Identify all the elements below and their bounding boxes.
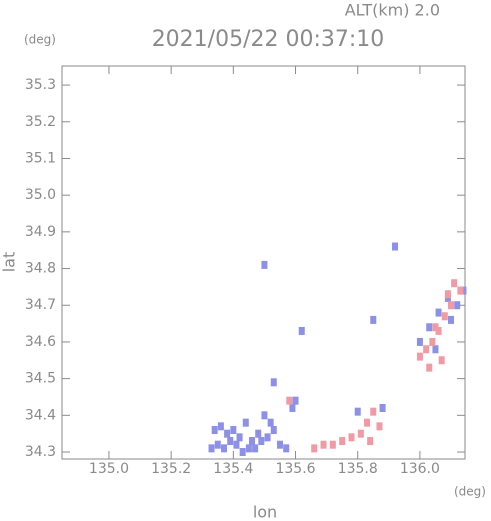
x-tick-label: 135.2 — [151, 461, 191, 477]
y-tick-label: 35.0 — [25, 187, 56, 203]
echo-point — [416, 337, 423, 346]
y-tick-label: 34.9 — [25, 224, 56, 240]
echo-point — [329, 440, 336, 449]
echo-point — [227, 437, 234, 446]
echo-point — [423, 345, 430, 354]
echo-point — [376, 422, 383, 431]
x-unit: (deg) — [454, 485, 486, 499]
echo-point — [364, 418, 371, 427]
echo-point — [451, 279, 458, 288]
echo-point — [261, 411, 268, 420]
x-tick-label: 135.4 — [213, 461, 253, 477]
echo-point — [429, 337, 436, 346]
chart-title: 2021/05/22 00:37:10 — [152, 27, 385, 52]
echo-point — [276, 440, 283, 449]
echo-point — [448, 301, 455, 310]
echo-point — [217, 422, 224, 431]
echo-point — [264, 433, 271, 442]
echo-point — [379, 403, 386, 412]
altitude-label: ALT(km) 2.0 — [345, 1, 440, 20]
echo-point — [392, 242, 399, 251]
echo-point — [221, 444, 228, 453]
y-tick-label: 34.4 — [25, 407, 56, 423]
y-tick-label: 34.8 — [25, 261, 56, 277]
echo-point — [354, 407, 361, 416]
echo-point — [233, 440, 240, 449]
echo-point — [289, 403, 296, 412]
echo-point — [286, 396, 293, 405]
echo-point — [267, 418, 274, 427]
echo-point — [435, 308, 442, 317]
echo-point — [367, 437, 374, 446]
echo-point — [370, 315, 377, 324]
y-tick-label: 34.6 — [25, 334, 56, 350]
y-tick-label: 35.3 — [25, 77, 56, 93]
echo-point — [230, 426, 237, 435]
echo-point — [242, 418, 249, 427]
echo-point — [348, 433, 355, 442]
echo-point — [245, 444, 252, 453]
echo-point — [444, 290, 451, 299]
echo-point — [292, 396, 299, 405]
echo-point — [457, 286, 464, 295]
y-tick-label: 35.2 — [25, 114, 56, 130]
echo-point — [258, 437, 265, 446]
echo-point — [454, 301, 461, 310]
echo-point — [416, 352, 423, 361]
echo-point — [432, 345, 439, 354]
echo-point — [370, 407, 377, 416]
echo-point — [441, 312, 448, 321]
echo-point — [261, 260, 268, 269]
echo-point — [270, 378, 277, 387]
echo-point — [320, 440, 327, 449]
x-tick-label: 135.0 — [89, 461, 129, 477]
echo-point — [426, 363, 433, 372]
y-tick-label: 35.1 — [25, 150, 56, 166]
y-tick-label: 34.7 — [25, 297, 56, 313]
y-unit: (deg) — [24, 33, 56, 47]
y-tick-label: 34.5 — [25, 371, 56, 387]
echo-point — [448, 315, 455, 324]
echo-point — [252, 444, 259, 453]
echo-point — [438, 356, 445, 365]
echo-point — [236, 433, 243, 442]
x-tick-label: 135.6 — [275, 461, 315, 477]
echo-point — [339, 437, 346, 446]
echo-point — [208, 444, 215, 453]
echo-point — [270, 426, 277, 435]
plot-frame — [61, 65, 466, 460]
echo-point — [224, 429, 231, 438]
echo-point — [239, 448, 246, 457]
echo-point — [460, 286, 467, 295]
echo-point — [432, 323, 439, 332]
echo-point — [357, 429, 364, 438]
echo-point — [426, 323, 433, 332]
y-axis-label: lat — [0, 252, 19, 273]
x-tick-label: 135.8 — [338, 461, 378, 477]
echo-point — [283, 444, 290, 453]
echo-point — [214, 440, 221, 449]
echo-point — [435, 326, 442, 335]
echo-point — [211, 426, 218, 435]
echo-point — [298, 326, 305, 335]
y-tick-label: 34.3 — [25, 444, 56, 460]
x-tick-label: 136.0 — [400, 461, 440, 477]
x-axis-label: lon — [253, 503, 277, 521]
echo-point — [255, 429, 262, 438]
echo-point — [248, 437, 255, 446]
echo-point — [311, 444, 318, 453]
